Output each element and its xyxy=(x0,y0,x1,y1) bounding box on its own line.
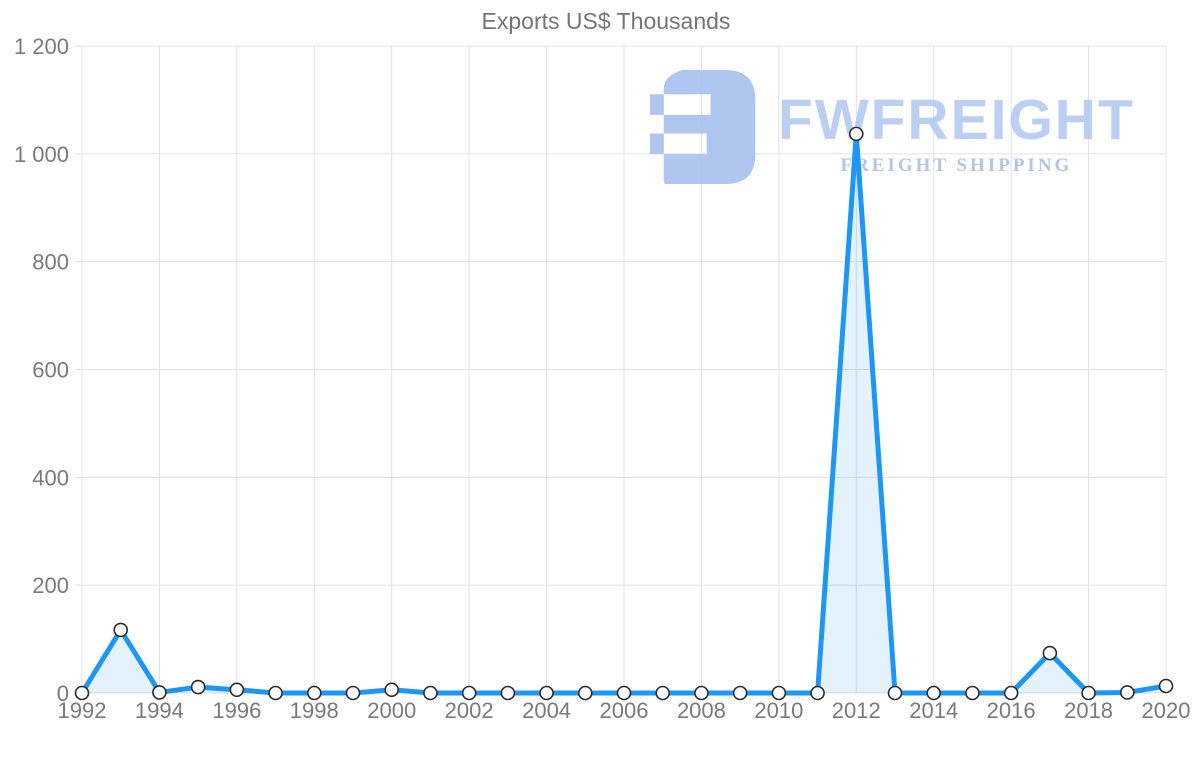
x-tick-label: 1994 xyxy=(135,698,184,723)
data-point[interactable] xyxy=(539,685,554,701)
data-point[interactable] xyxy=(965,685,980,701)
x-tick-label: 2012 xyxy=(832,698,881,723)
area-fill xyxy=(82,133,1166,694)
data-point[interactable] xyxy=(306,685,322,701)
x-tick-label: 2018 xyxy=(1064,698,1113,723)
data-point[interactable] xyxy=(461,685,477,701)
data-point[interactable] xyxy=(384,682,400,698)
y-tick-label: 600 xyxy=(32,358,69,383)
data-point[interactable] xyxy=(655,685,671,701)
x-tick-label: 1992 xyxy=(58,698,107,723)
x-tick-label: 2002 xyxy=(445,698,494,723)
data-point[interactable] xyxy=(500,685,516,701)
data-point[interactable] xyxy=(1158,678,1174,694)
data-point[interactable] xyxy=(74,685,90,701)
data-point[interactable] xyxy=(113,622,129,638)
y-tick-label: 1 000 xyxy=(14,142,69,167)
series-line xyxy=(79,131,1169,696)
data-point[interactable] xyxy=(926,685,942,701)
y-tick-label: 400 xyxy=(32,465,69,490)
data-point[interactable] xyxy=(732,685,748,701)
data-point[interactable] xyxy=(268,685,283,701)
y-tick-label: 1 200 xyxy=(14,34,69,59)
x-tick-label: 2020 xyxy=(1142,698,1191,723)
data-point[interactable] xyxy=(1081,685,1096,701)
data-point[interactable] xyxy=(577,685,593,701)
data-point[interactable] xyxy=(694,685,709,701)
x-tick-label: 2004 xyxy=(522,698,571,723)
x-tick-label: 2016 xyxy=(987,698,1036,723)
data-point[interactable] xyxy=(229,682,245,698)
x-tick-label: 1996 xyxy=(212,698,261,723)
x-tick-label: 1998 xyxy=(290,698,339,723)
data-point[interactable] xyxy=(848,126,864,142)
data-point[interactable] xyxy=(771,685,787,701)
data-point[interactable] xyxy=(1042,645,1058,661)
data-point[interactable] xyxy=(423,685,438,701)
data-point[interactable] xyxy=(152,685,167,700)
data-point[interactable] xyxy=(887,685,903,701)
data-point[interactable] xyxy=(345,685,361,701)
data-point[interactable] xyxy=(190,679,206,695)
y-tick-label: 0 xyxy=(57,681,69,706)
y-tick-label: 800 xyxy=(32,250,69,275)
x-tick-label: 2010 xyxy=(754,698,803,723)
data-point[interactable] xyxy=(810,685,825,701)
x-tick-label: 2006 xyxy=(600,698,649,723)
x-tick-label: 2008 xyxy=(677,698,726,723)
chart-title: Exports US$ Thousands xyxy=(481,8,731,34)
x-tick-label: 2000 xyxy=(367,698,416,723)
data-point[interactable] xyxy=(1119,685,1135,700)
x-tick-label: 2014 xyxy=(909,698,958,723)
data-point[interactable] xyxy=(616,685,632,701)
data-point[interactable] xyxy=(1003,685,1019,701)
y-tick-label: 200 xyxy=(32,573,69,598)
